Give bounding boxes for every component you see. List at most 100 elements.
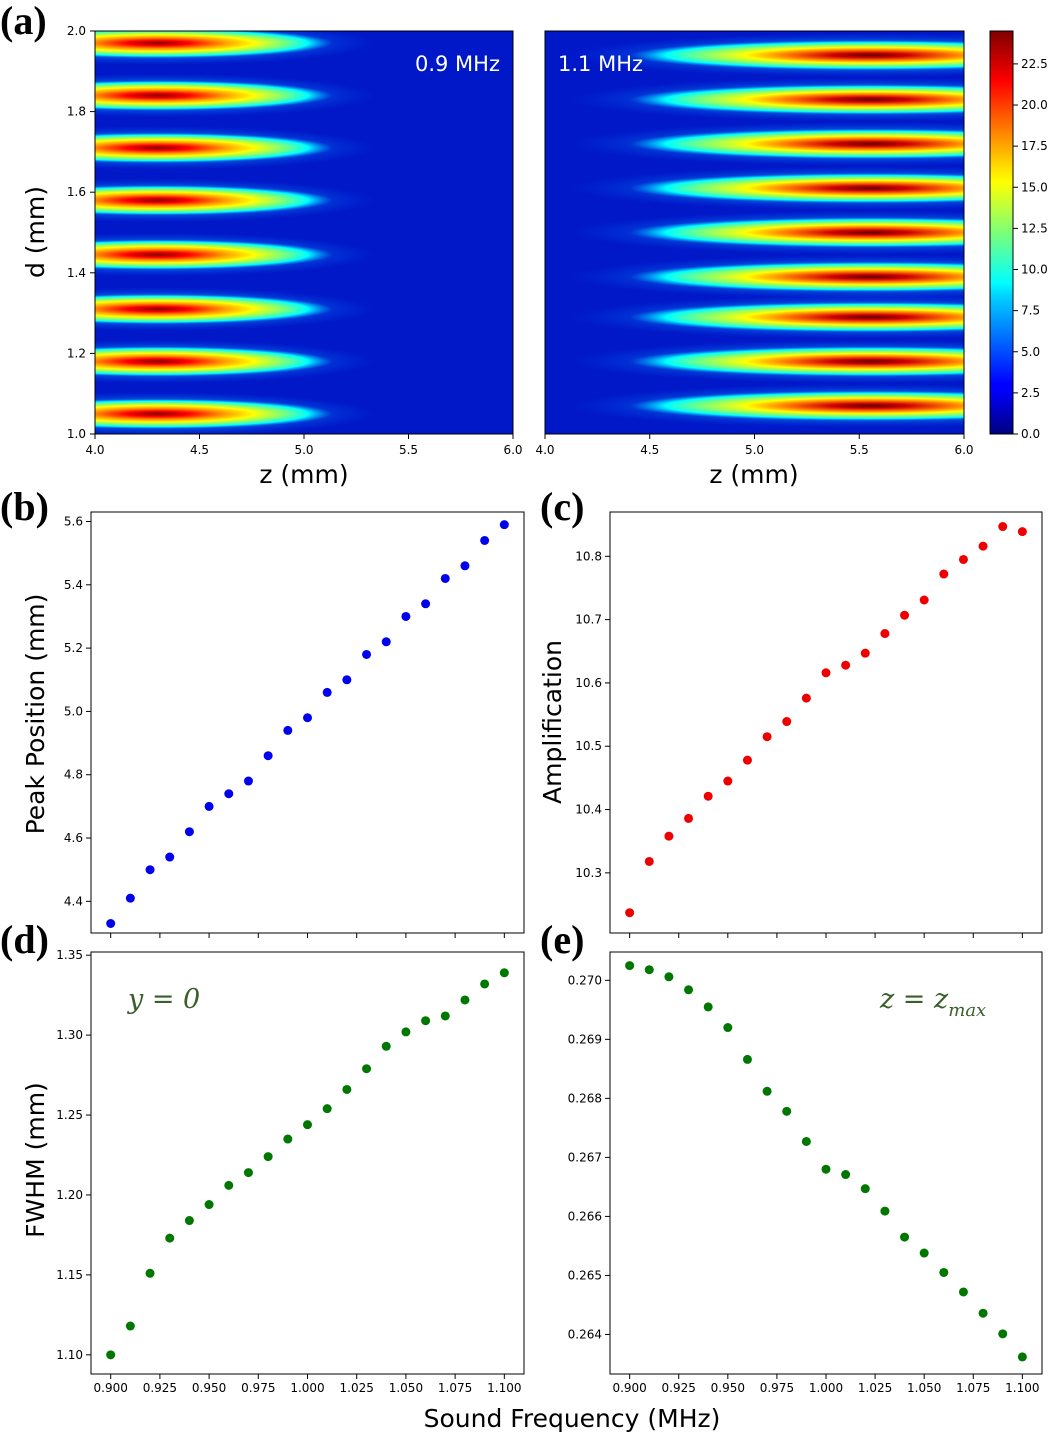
y-tick-label: 0.270 (568, 973, 602, 987)
y-tick-label: 1.15 (56, 1268, 83, 1282)
data-point (625, 961, 635, 971)
y-tick-label: 1.4 (67, 266, 86, 280)
y-tick-label: 4.8 (64, 768, 83, 782)
y-tick-label: 1.20 (56, 1188, 83, 1202)
data-point (939, 569, 949, 579)
data-point (440, 1011, 450, 1021)
x-tick-label: 4.5 (640, 443, 659, 457)
y-tick-label: 10.6 (575, 676, 602, 690)
y-tick-label: 4.6 (64, 831, 83, 845)
data-point (106, 1350, 116, 1360)
y-tick-label: 0.264 (568, 1327, 602, 1341)
data-point (978, 541, 988, 551)
x-tick-label: 1.050 (907, 1381, 941, 1395)
data-point (322, 1104, 332, 1114)
data-point (703, 1002, 713, 1012)
heatmap-title: 0.9 MHz (415, 52, 500, 76)
annotation-main: z = z (879, 984, 949, 1015)
y-tick-label: 10.7 (575, 613, 602, 627)
x-axis-label-shared: Sound Frequency (MHz) (424, 1404, 721, 1433)
x-tick-label: 0.975 (241, 1381, 275, 1395)
panel-letter-e: (e) (540, 917, 584, 962)
data-point (401, 611, 411, 621)
colorbar-ticks: 0.0 2.5 5.0 7.5 10.0 12.5 15.0 17.5 20.0 22.5 (1013, 57, 1048, 441)
data-point (263, 751, 273, 761)
x-tick-label: 0.925 (143, 1381, 177, 1395)
scatter-peak-position: Peak Position (mm) 4.4 4.6 4.8 5.0 5.2 5.4 5.6 (21, 511, 525, 938)
data-point (460, 995, 470, 1005)
heatmap-band (629, 261, 964, 292)
data-point (762, 732, 772, 742)
y-axis-label: Amplification (538, 640, 567, 804)
y-axis-label: FWHM (mm) (21, 1082, 50, 1238)
data-point (184, 827, 194, 837)
data-point (900, 610, 910, 620)
y-tick-label: 5.4 (64, 578, 83, 592)
y-tick-label: 1.2 (67, 346, 86, 360)
panel-letter-c: (c) (540, 484, 584, 529)
x-tick-label: 1.075 (438, 1381, 472, 1395)
y-tick-label: 0.268 (568, 1091, 602, 1105)
data-point (283, 1134, 293, 1144)
heatmap-band (629, 302, 964, 333)
data-point (998, 522, 1008, 532)
heatmap-band (629, 346, 964, 377)
data-point (460, 561, 470, 571)
x-tick-label: 1.000 (290, 1381, 324, 1395)
panel-letter-b: (b) (0, 484, 49, 529)
colorbar-tick-label: 5.0 (1021, 345, 1040, 359)
scatter-fwhm-zmax: z = zmax 0.264 0.265 0.266 0.267 0.268 0.269 0… (568, 951, 1043, 1395)
x-tick-label: 5.0 (294, 443, 313, 457)
data-point (421, 599, 431, 609)
y-tick-label: 0.265 (568, 1268, 602, 1282)
x-tick-label: 1.100 (1005, 1381, 1039, 1395)
x-tick-label: 0.900 (612, 1381, 646, 1395)
data-point (125, 1321, 135, 1331)
data-point (1017, 527, 1027, 537)
data-point (184, 1216, 194, 1226)
y-tick-label: 1.8 (67, 105, 86, 119)
data-point (742, 1054, 752, 1064)
data-point (880, 629, 890, 639)
x-tick-label: 0.900 (94, 1381, 128, 1395)
data-point (664, 831, 674, 841)
data-point (998, 1329, 1008, 1339)
colorbar-tick-label: 20.0 (1021, 98, 1048, 112)
panel-letter-d: (d) (0, 917, 49, 962)
heatmap-0.9mhz: 0.9 MHz (94, 30, 514, 435)
data-point (841, 660, 851, 670)
data-point (821, 668, 831, 678)
data-point (723, 776, 733, 786)
heatmap-bands (95, 31, 377, 434)
y-tick-label: 2.0 (67, 24, 86, 38)
data-point (742, 755, 752, 765)
data-point (919, 595, 929, 605)
y-tick-label: 0.269 (568, 1032, 602, 1046)
x-tick-label: 0.925 (662, 1381, 696, 1395)
colorbar-tick-label: 0.0 (1021, 427, 1040, 441)
y-axis-label: d (mm) (21, 186, 50, 278)
data-point (243, 1168, 253, 1178)
data-point (900, 1232, 910, 1242)
y-tick-label: 10.3 (575, 866, 602, 880)
colorbar-tick-label: 7.5 (1021, 304, 1040, 318)
data-point (958, 1287, 968, 1297)
data-point (342, 675, 352, 685)
heatmap-1.1mhz: 1.1 MHz (544, 30, 965, 435)
data-point (243, 776, 253, 786)
y-tick-label: 5.2 (64, 641, 83, 655)
colorbar-tick-label: 2.5 (1021, 386, 1040, 400)
data-point (362, 1064, 372, 1074)
y-tick-label: 1.35 (56, 948, 83, 962)
data-point (421, 1016, 431, 1026)
heatmap-band (95, 185, 333, 216)
plot-frame (90, 511, 525, 934)
y-tick-label: 0.266 (568, 1209, 602, 1223)
data-point (342, 1084, 352, 1094)
data-point (499, 520, 509, 530)
x-tick-label: 4.5 (190, 443, 209, 457)
x-tick-label: 4.0 (535, 443, 554, 457)
colorbar-tick-label: 12.5 (1021, 221, 1048, 235)
data-point (362, 649, 372, 659)
